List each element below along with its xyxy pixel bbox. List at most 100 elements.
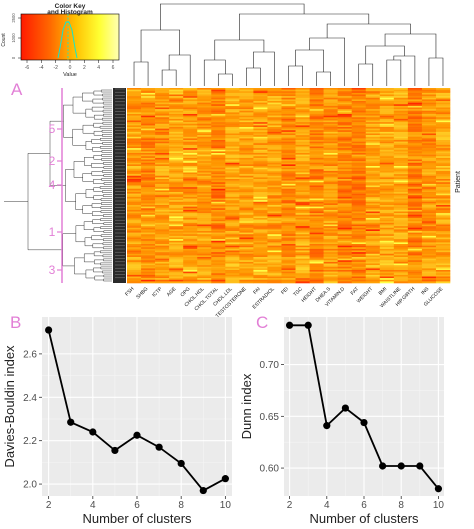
heatmap-cell	[421, 140, 437, 142]
heatmap-cell	[295, 109, 310, 112]
heatmap-cell	[351, 127, 367, 129]
heatmap-cell	[183, 260, 198, 263]
heatmap-cell	[351, 274, 367, 277]
heatmap-cell	[309, 101, 324, 103]
heatmap-cell	[379, 240, 395, 243]
heatmap-cell	[253, 257, 268, 259]
heatmap-cell	[281, 99, 296, 102]
data-point	[323, 422, 331, 430]
heatmap-cell	[267, 245, 282, 248]
heatmap-cell	[337, 97, 352, 100]
heatmap-cell	[155, 175, 170, 178]
heatmap-cell	[309, 175, 324, 178]
heatmap-cell	[155, 130, 170, 133]
heatmap-cell	[253, 162, 268, 165]
heatmap-cell	[183, 122, 198, 125]
heatmap-cell	[337, 123, 352, 126]
heatmap-cell	[253, 198, 268, 201]
heatmap-cell	[211, 135, 226, 138]
heatmap-cell	[253, 94, 268, 97]
heatmap-cell	[281, 164, 296, 167]
heatmap-cell	[323, 188, 338, 191]
heatmap-cell	[141, 144, 156, 147]
heatmap-cell	[239, 183, 254, 186]
heatmap-cell	[393, 229, 409, 232]
heatmap-cell	[393, 162, 409, 165]
heatmap-cell	[393, 211, 409, 214]
heatmap-cell	[155, 193, 170, 196]
heatmap-cell	[407, 248, 423, 251]
heatmap-cell	[183, 206, 198, 209]
heatmap-cell	[253, 263, 268, 266]
heatmap-cell	[309, 205, 324, 207]
heatmap-cell	[155, 166, 170, 168]
heatmap-cell	[407, 164, 423, 167]
heatmap-cell	[155, 247, 170, 250]
heatmap-cell	[337, 177, 352, 180]
heatmap-cell	[337, 224, 352, 227]
heatmap-cell	[295, 125, 310, 128]
heatmap-cell	[225, 149, 240, 152]
heatmap-cell	[351, 167, 367, 170]
heatmap-cell	[183, 131, 198, 134]
heatmap-cell	[435, 195, 451, 198]
heatmap-cell	[351, 193, 367, 196]
heatmap-cell	[253, 208, 268, 211]
heatmap-cell	[435, 224, 451, 227]
heatmap-cell	[281, 151, 296, 154]
heatmap-cell	[239, 127, 254, 129]
heatmap-cell	[351, 265, 367, 268]
heatmap-cell	[351, 257, 367, 259]
heatmap-cell	[197, 148, 212, 151]
heatmap-cell	[295, 226, 310, 229]
heatmap-cell	[309, 271, 324, 274]
heatmap-cell	[197, 211, 212, 214]
heatmap-cell	[351, 237, 367, 240]
heatmap-cell	[197, 162, 212, 165]
heatmap-cell	[365, 211, 381, 214]
heatmap-cell	[197, 136, 212, 139]
x-tick-label: 4	[324, 500, 330, 511]
heatmap-cell	[239, 179, 254, 181]
heatmap-cell	[169, 235, 184, 238]
heatmap-cell	[407, 131, 423, 134]
heatmap-cell	[155, 224, 170, 227]
heatmap-cell	[183, 201, 198, 204]
dendrogram-branch	[93, 130, 103, 136]
heatmap-cell	[379, 208, 395, 211]
heatmap-cell	[155, 278, 170, 281]
heatmap-cell	[337, 174, 352, 177]
heatmap-cell	[379, 169, 395, 172]
heatmap-cell	[141, 123, 156, 126]
heatmap-cell	[351, 261, 367, 264]
heatmap-cell	[281, 214, 296, 217]
heatmap-cell	[267, 148, 282, 151]
heatmap-cell	[309, 214, 324, 217]
heatmap-cell	[155, 156, 170, 159]
heatmap-cell	[225, 247, 240, 250]
heatmap-cell	[197, 167, 212, 170]
heatmap-cell	[393, 222, 409, 225]
heatmap-cell	[435, 203, 451, 206]
heatmap-cell	[197, 102, 212, 105]
heatmap-cell	[379, 271, 395, 274]
heatmap-cell	[337, 170, 352, 173]
heatmap-cell	[155, 141, 170, 144]
heatmap-cell	[211, 153, 226, 155]
dendrogram-branch	[386, 59, 402, 86]
heatmap-cell	[309, 213, 324, 216]
heatmap-cell	[239, 174, 254, 177]
heatmap-cell	[239, 157, 254, 160]
heatmap-cell	[295, 151, 310, 154]
heatmap-cell	[141, 130, 156, 133]
heatmap-cell	[323, 270, 338, 272]
heatmap-cell	[379, 110, 395, 113]
heatmap-cell	[435, 258, 451, 261]
heatmap-cell	[309, 221, 324, 224]
heatmap-cell	[155, 248, 170, 251]
heatmap-cell	[141, 244, 156, 246]
dendrogram-branch	[93, 195, 104, 200]
heatmap-cell	[169, 162, 184, 165]
heatmap-cell	[435, 200, 451, 203]
heatmap-cell	[253, 221, 268, 224]
